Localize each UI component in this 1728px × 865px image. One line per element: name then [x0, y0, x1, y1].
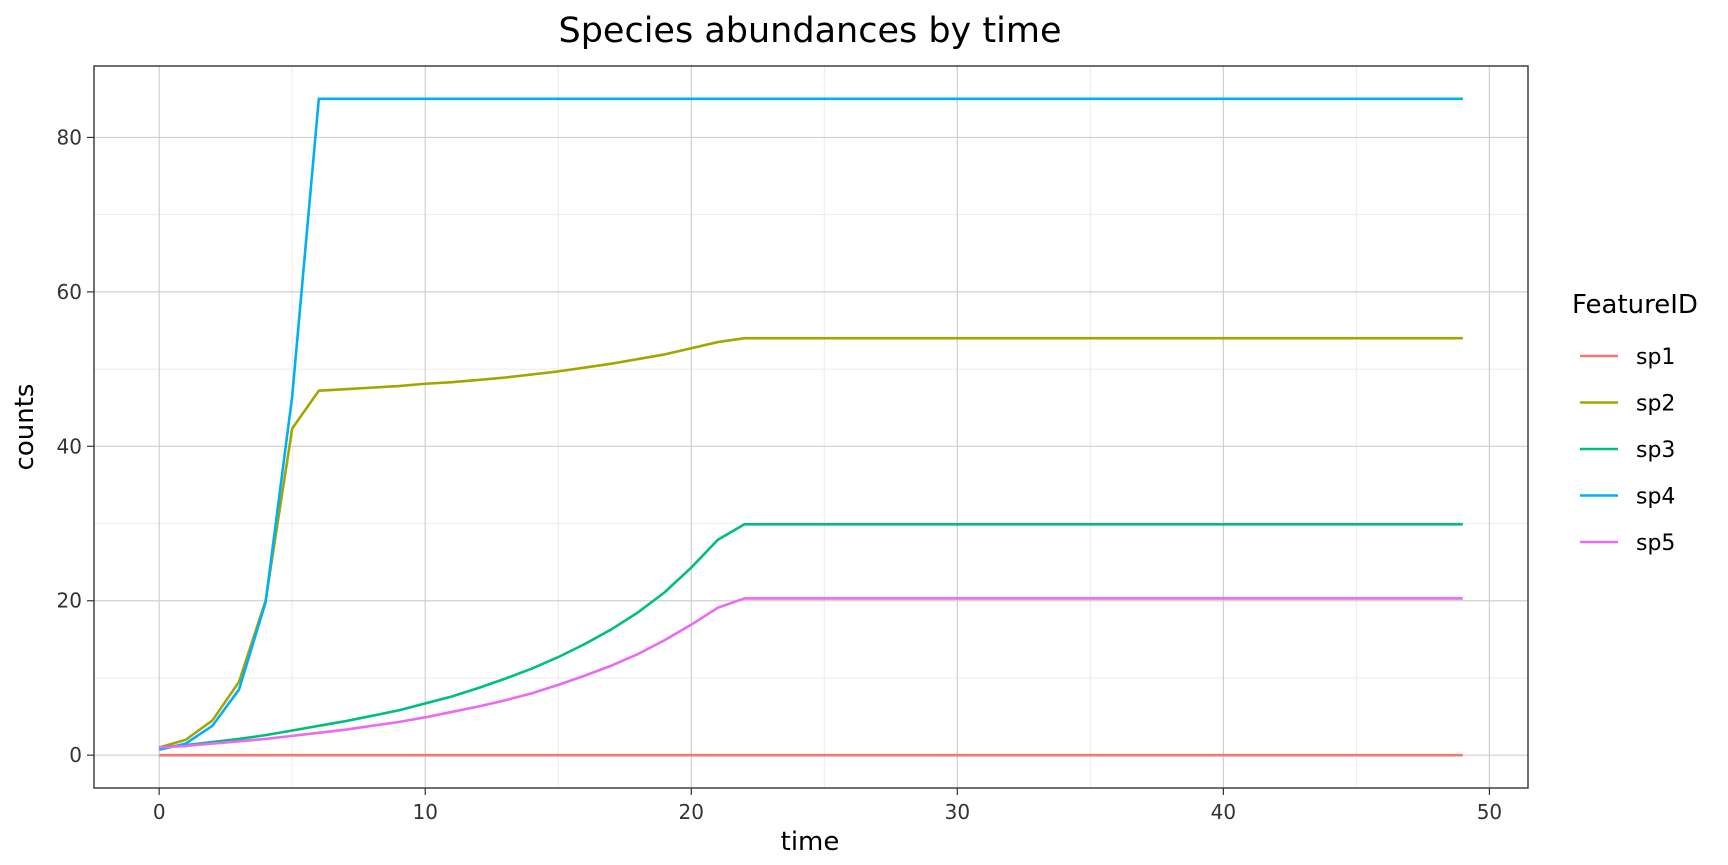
x-tick-label: 10 — [413, 800, 438, 824]
x-tick-label: 0 — [153, 800, 166, 824]
legend-label-sp3: sp3 — [1636, 438, 1675, 463]
x-tick-label: 30 — [945, 800, 970, 824]
y-axis-label: counts — [10, 384, 40, 471]
series-line-sp3 — [159, 522, 1463, 749]
x-axis-label: time — [781, 827, 840, 857]
grid-minor — [94, 66, 1528, 788]
legend-label-sp5: sp5 — [1636, 531, 1675, 556]
y-tick-label: 80 — [57, 125, 82, 149]
plot-panel-border — [93, 65, 1529, 789]
series-line-sp4 — [158, 97, 1463, 752]
legend: FeatureID sp1 sp2 sp3 sp4 sp5 — [1572, 290, 1698, 556]
legend-title: FeatureID — [1572, 290, 1698, 320]
x-tick-label: 50 — [1477, 800, 1502, 824]
series-group — [158, 97, 1463, 757]
legend-label-sp1: sp1 — [1636, 345, 1675, 370]
series-line-sp2 — [158, 336, 1463, 749]
legend-label-sp4: sp4 — [1636, 485, 1675, 510]
x-tick-label: 20 — [679, 800, 704, 824]
y-axis-ticks: 0 20 40 60 80 — [57, 125, 94, 767]
chart-title: Species abundances by time — [559, 11, 1062, 51]
legend-label-sp2: sp2 — [1636, 392, 1675, 417]
x-axis-ticks: 0 10 20 30 40 50 — [153, 788, 1502, 824]
y-tick-label: 20 — [57, 589, 82, 613]
y-tick-label: 0 — [69, 743, 82, 767]
x-tick-label: 40 — [1211, 800, 1236, 824]
y-tick-label: 60 — [57, 280, 82, 304]
y-tick-label: 40 — [57, 434, 82, 458]
series-line-sp5 — [159, 597, 1463, 749]
grid-major — [94, 66, 1528, 788]
